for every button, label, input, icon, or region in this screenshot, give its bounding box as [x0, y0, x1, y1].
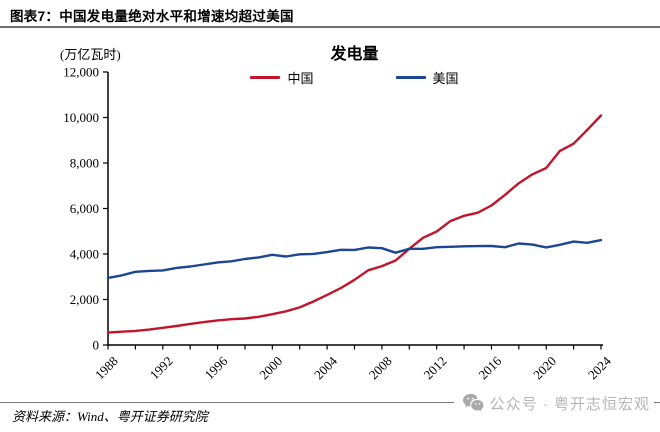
x-tick-label: 2008 — [366, 353, 395, 382]
legend-item-china: 中国 — [250, 68, 314, 87]
y-tick-label: 0 — [93, 338, 100, 353]
y-tick-label: 2,000 — [70, 292, 99, 307]
footer-divider — [0, 402, 660, 403]
x-tick-label: 1996 — [201, 353, 230, 382]
chart-legend: 中国 美国 — [108, 68, 601, 86]
y-tick-label: 8,000 — [70, 156, 99, 171]
x-tick-label: 1988 — [92, 353, 121, 382]
x-tick-label: 2004 — [311, 353, 340, 382]
source-note: 资料来源：Wind、粤开证券研究院 — [12, 409, 208, 424]
legend-swatch — [395, 75, 426, 79]
x-tick-label: 1992 — [147, 353, 176, 382]
legend-swatch — [250, 75, 281, 79]
legend-item-us: 美国 — [395, 68, 459, 87]
x-tick-label: 2012 — [421, 353, 450, 382]
y-axis-unit-label: (万亿瓦时) — [60, 47, 121, 62]
x-tick-label: 2024 — [585, 353, 614, 382]
x-tick-label: 2016 — [475, 353, 504, 382]
watermark: 公众号 · 粤开志恒宏观 — [453, 391, 654, 415]
y-tick-label: 10,000 — [63, 110, 99, 125]
watermark-text: 公众号 · 粤开志恒宏观 — [489, 395, 650, 413]
legend-label: 美国 — [432, 70, 459, 86]
y-tick-label: 6,000 — [70, 201, 99, 216]
y-tick-label: 4,000 — [70, 247, 99, 262]
legend-label: 中国 — [287, 70, 314, 86]
figure-title: 图表7：中国发电量绝对水平和增速均超过美国 — [10, 9, 294, 24]
us-series-line — [106, 238, 603, 280]
x-tick-label: 2000 — [256, 353, 285, 382]
chart-title: 发电量 — [330, 46, 379, 63]
header-divider — [0, 26, 660, 28]
y-tick-label: 12,000 — [63, 65, 99, 80]
x-tick-label: 2020 — [530, 353, 559, 382]
china-series-line — [106, 114, 603, 334]
wechat-icon — [462, 393, 484, 412]
